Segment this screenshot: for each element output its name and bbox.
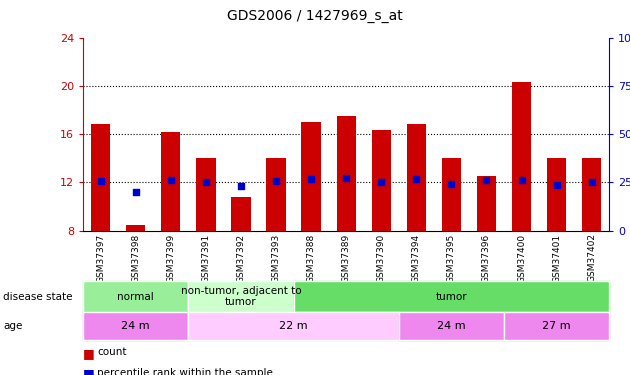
Point [481,177,491,183]
Bar [504,312,609,340]
Point [271,178,281,184]
Point [166,177,176,183]
Point [201,179,211,185]
Text: GDS2006 / 1427969_s_at: GDS2006 / 1427969_s_at [227,9,403,23]
Bar [582,158,601,231]
Point [587,179,597,185]
Point [96,178,106,184]
Text: tumor: tumor [435,292,467,302]
Bar [83,281,188,312]
Bar [407,124,426,231]
Point [306,176,316,182]
Bar [372,130,391,231]
Bar [91,124,110,231]
Bar [161,132,180,231]
Bar [266,158,285,231]
Bar [188,312,399,340]
Point [447,180,457,186]
Bar [83,281,188,312]
Bar [188,281,294,312]
Bar [399,312,504,340]
Text: normal: normal [117,292,154,302]
Bar [197,158,215,231]
Bar [188,312,399,340]
Text: age: age [3,321,23,331]
Point [411,176,421,182]
Text: ■: ■ [83,347,95,360]
Point [341,174,352,180]
Point [552,182,562,188]
Bar [294,281,609,312]
Point [517,177,527,183]
Bar [512,82,531,231]
Bar [547,158,566,231]
Text: percentile rank within the sample: percentile rank within the sample [97,368,273,375]
Bar [231,197,251,231]
Bar [336,116,356,231]
Text: 24 m: 24 m [437,321,466,331]
Text: 27 m: 27 m [542,321,571,331]
Bar [477,176,496,231]
Bar [302,122,321,231]
Bar [83,312,188,340]
Text: count: count [97,347,127,357]
Bar [188,281,294,312]
Bar [442,158,461,231]
Bar [294,281,609,312]
Bar [83,312,188,340]
Text: ■: ■ [83,368,95,375]
Point [376,179,386,185]
Point [236,183,246,189]
Bar [126,225,146,231]
Bar [504,312,609,340]
Point [131,189,141,195]
Text: non-tumor, adjacent to
tumor: non-tumor, adjacent to tumor [181,286,301,308]
Text: 24 m: 24 m [122,321,150,331]
Text: 22 m: 22 m [279,321,308,331]
Text: disease state: disease state [3,292,72,302]
Bar [399,312,504,340]
